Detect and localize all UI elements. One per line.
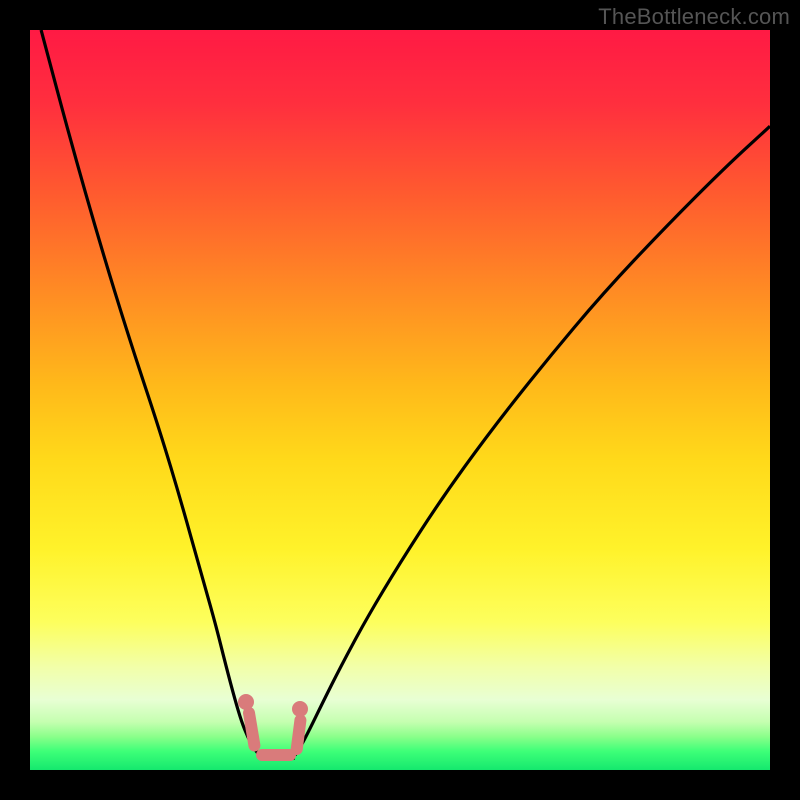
highlight-dot	[238, 694, 254, 710]
watermark-text: TheBottleneck.com	[598, 4, 790, 30]
curve-right-branch	[295, 126, 770, 755]
curve-left-branch	[41, 30, 259, 755]
plot-area	[30, 30, 770, 770]
bottleneck-curve	[30, 30, 770, 770]
